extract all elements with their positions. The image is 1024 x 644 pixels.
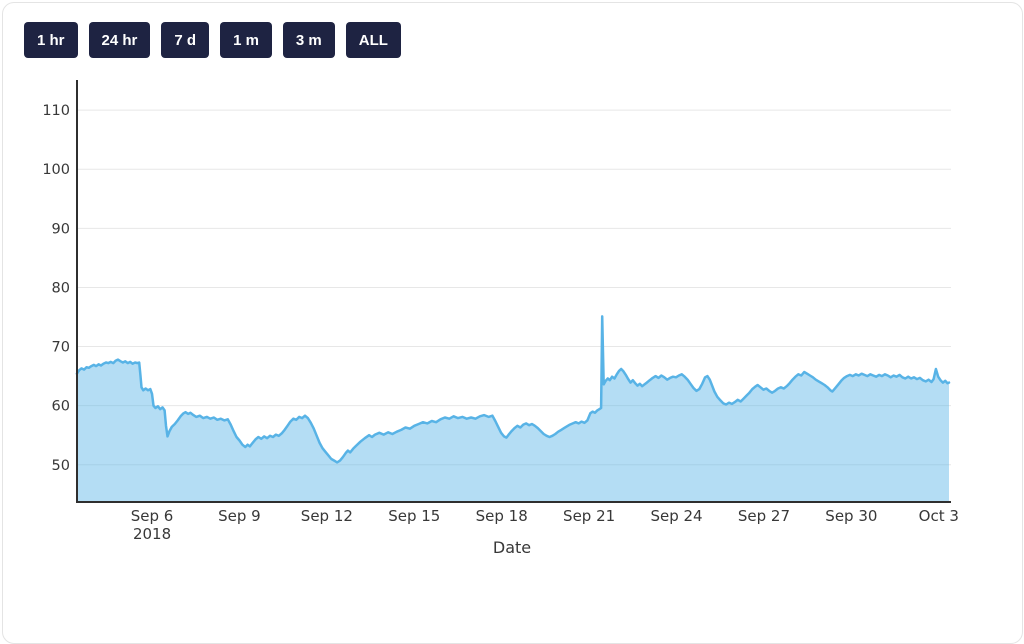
price-series-area[interactable] [76,316,949,501]
x-tick-label: Sep 6 [131,507,174,525]
x-tick-label: Sep 15 [388,507,440,525]
x-tick-label: Sep 9 [218,507,261,525]
x-tick-label: Oct 3 [919,507,959,525]
y-tick-label: 80 [52,280,70,296]
price-series-line[interactable] [75,315,951,464]
x-axis-title: Date [492,538,532,557]
x-tick-label: Sep 18 [476,507,528,525]
range-button-3-m[interactable]: 3 m [282,22,335,58]
y-tick-label: 110 [42,103,70,119]
x-tick-label: Sep 24 [650,507,702,525]
range-button-all[interactable]: ALL [345,22,401,58]
time-range-toolbar: 1 hr 24 hr 7 d 1 m 3 m ALL [24,22,401,58]
y-tick-label: 60 [52,399,70,415]
y-tick-label: 70 [52,340,70,356]
y-tick-label: 90 [52,221,70,237]
y-tick-label: 50 [52,458,70,474]
range-button-24-hr[interactable]: 24 hr [88,22,151,58]
y-tick-label: 100 [42,162,70,178]
x-tick-label: Sep 12 [301,507,353,525]
x-tick-label: Sep 30 [825,507,877,525]
range-button-1-m[interactable]: 1 m [220,22,272,58]
x-tick-year-label: 2018 [133,525,171,543]
range-button-7-d[interactable]: 7 d [161,22,210,58]
range-button-1-hr[interactable]: 1 hr [24,22,78,58]
x-tick-label: Sep 27 [738,507,790,525]
x-tick-label: Sep 21 [563,507,615,525]
